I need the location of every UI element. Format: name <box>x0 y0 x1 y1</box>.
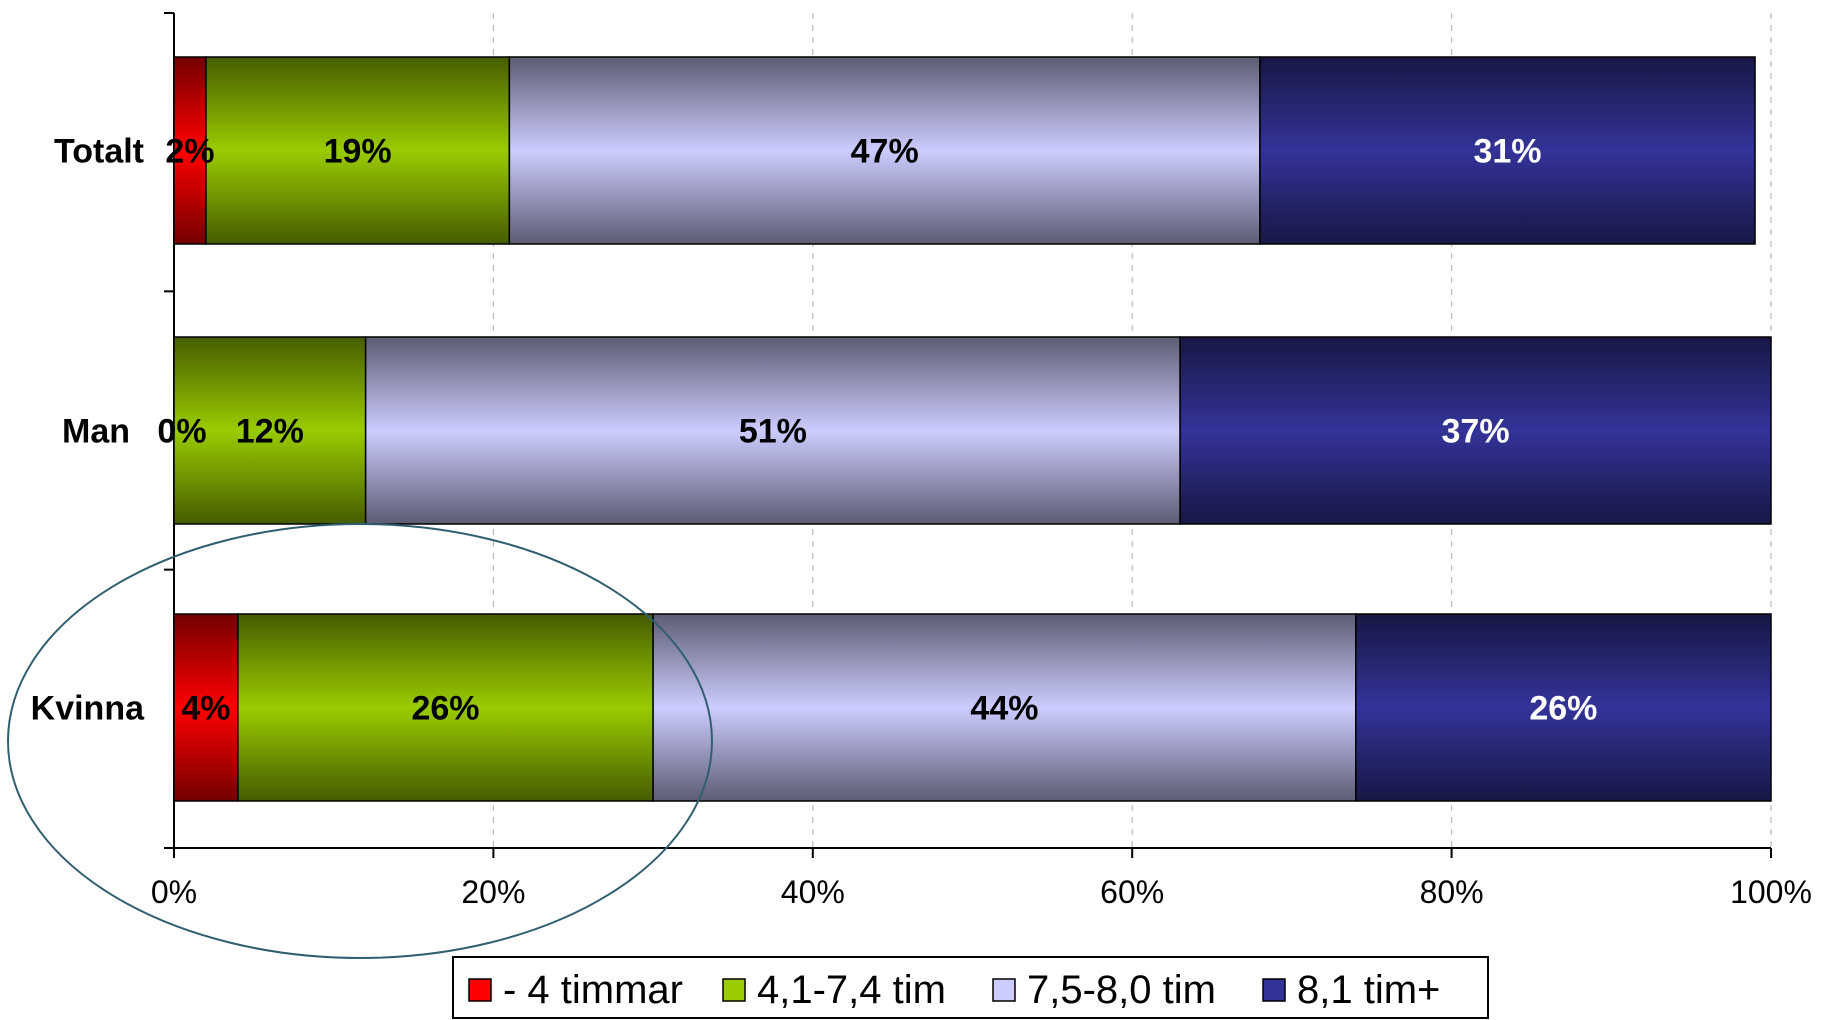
x-tick-label-80: 80% <box>1420 874 1484 910</box>
bar-totalt-7-5-8-0-tim <box>508 56 1261 245</box>
data-label-totalt-4-timmar: 2% <box>165 133 214 171</box>
bar-kvinna-7-5-8-0-tim <box>652 613 1357 802</box>
data-label-man-4-timmar: 0% <box>157 413 206 451</box>
legend-label-4-1-7-4-tim[interactable]: 4,1-7,4 tim <box>757 968 946 1012</box>
category-labels: Totalt Man Kvinna <box>31 133 145 728</box>
x-tick-label-100: 100% <box>1730 874 1812 910</box>
legend-label-4-timmar[interactable]: - 4 timmar <box>503 968 683 1012</box>
bar-totalt-8-1-tim <box>1259 56 1756 245</box>
highlight-ellipse <box>7 523 713 959</box>
legend-swatch-7-5-8-0-tim <box>992 978 1016 1002</box>
bar-man-7-5-8-0-tim <box>364 336 1181 525</box>
bars <box>173 56 1772 802</box>
bar-man-4-1-7-4-tim <box>173 336 367 525</box>
x-tick-label-60: 60% <box>1100 874 1164 910</box>
bar-kvinna-4-1-7-4-tim <box>237 613 654 802</box>
x-tick-label-40: 40% <box>781 874 845 910</box>
x-tick-label-20: 20% <box>461 874 525 910</box>
legend-swatch-4-1-7-4-tim <box>722 978 746 1002</box>
category-label-totalt: Totalt <box>54 133 144 171</box>
data-label-kvinna-7-5-8-0-tim: 44% <box>970 690 1038 728</box>
legend-box <box>452 956 1489 1019</box>
bar-totalt-4-1-7-4-tim <box>205 56 511 245</box>
data-label-totalt-4-1-7-4-tim: 19% <box>324 133 392 171</box>
data-label-man-4-1-7-4-tim: 12% <box>236 413 304 451</box>
data-label-totalt-8-1-tim: 31% <box>1473 133 1541 171</box>
x-tick-label-0: 0% <box>151 874 197 910</box>
legend-label-8-1-tim[interactable]: 8,1 tim+ <box>1297 968 1440 1012</box>
category-label-kvinna: Kvinna <box>31 690 145 728</box>
data-label-kvinna-8-1-tim: 26% <box>1529 690 1597 728</box>
annotation <box>7 523 713 959</box>
data-label-man-7-5-8-0-tim: 51% <box>739 413 807 451</box>
data-label-kvinna-4-timmar: 4% <box>181 690 230 728</box>
data-labels: 2% 19% 47% 31% 0% 12% 51% 37% 4% 26% 44% 26% <box>157 133 1597 728</box>
x-tick-labels: 0% 20% 40% 60% 80% 100% <box>151 874 1812 910</box>
legend-label-7-5-8-0-tim[interactable]: 7,5-8,0 tim <box>1027 968 1216 1012</box>
legend-swatch-4-timmar <box>468 978 492 1002</box>
bar-man-8-1-tim <box>1179 336 1772 525</box>
data-label-man-8-1-tim: 37% <box>1442 413 1510 451</box>
legend[interactable]: - 4 timmar 4,1-7,4 tim 7,5-8,0 tim 8,1 tim+ <box>452 956 1489 1019</box>
category-label-man: Man <box>62 413 130 451</box>
data-label-totalt-7-5-8-0-tim: 47% <box>851 133 919 171</box>
bar-kvinna-8-1-tim <box>1355 613 1772 802</box>
data-label-kvinna-4-1-7-4-tim: 26% <box>411 690 479 728</box>
bar-totalt-4-timmar <box>173 56 207 245</box>
legend-swatch-8-1-tim <box>1262 978 1286 1002</box>
